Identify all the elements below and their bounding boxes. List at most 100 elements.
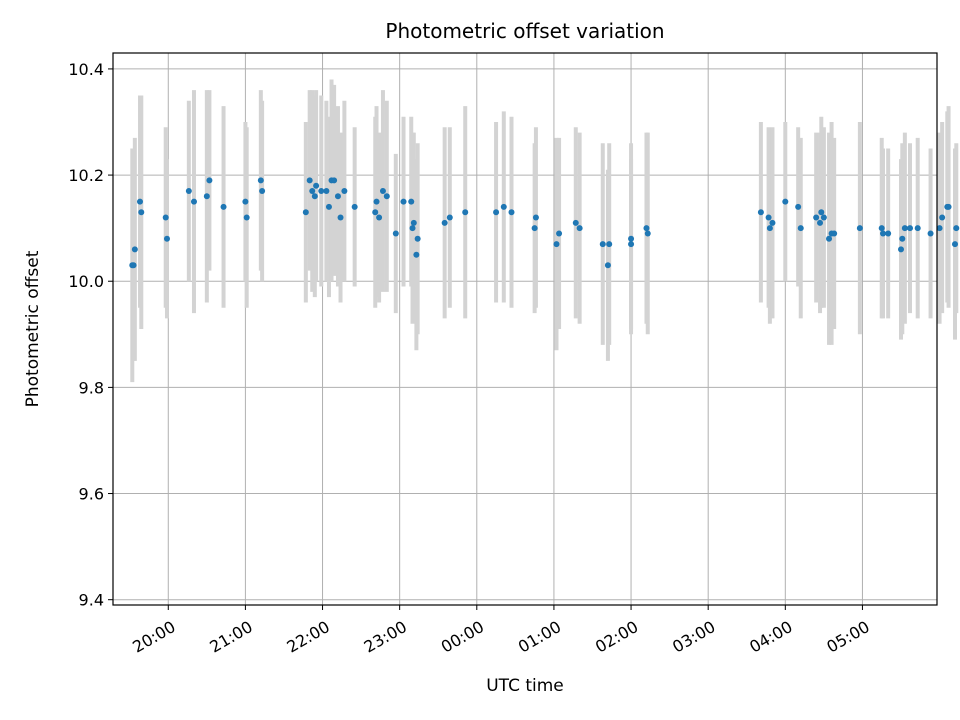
data-point — [306, 177, 313, 184]
data-point — [220, 203, 227, 210]
data-point — [766, 225, 773, 232]
data-point — [408, 198, 415, 205]
data-point — [572, 219, 579, 226]
data-point — [927, 230, 934, 237]
data-point — [831, 230, 838, 237]
data-point — [413, 251, 420, 258]
data-point — [203, 193, 210, 200]
data-point — [532, 214, 539, 221]
data-point — [383, 193, 390, 200]
data-point — [311, 193, 318, 200]
data-point — [331, 177, 338, 184]
data-point — [797, 225, 804, 232]
data-point — [953, 225, 960, 232]
data-point — [341, 188, 348, 194]
data-point — [334, 193, 341, 200]
data-point — [400, 198, 407, 205]
data-point — [945, 203, 952, 210]
data-point — [826, 235, 833, 242]
data-point — [914, 225, 921, 232]
data-point — [576, 225, 583, 232]
data-point — [898, 246, 905, 253]
data-point — [769, 219, 776, 226]
data-point — [493, 209, 500, 216]
data-point — [604, 262, 611, 269]
x-axis-title: UTC time — [486, 676, 564, 696]
data-point — [313, 182, 320, 189]
data-point — [813, 214, 820, 221]
data-point — [556, 230, 563, 237]
data-point — [757, 209, 764, 216]
data-point — [446, 214, 453, 221]
data-point — [644, 230, 651, 237]
data-point — [553, 241, 560, 248]
data-point — [318, 188, 325, 194]
data-point — [325, 203, 332, 210]
data-point — [885, 230, 892, 237]
data-point — [599, 241, 606, 248]
data-point — [765, 214, 772, 221]
data-point — [880, 230, 887, 237]
data-point — [939, 214, 946, 221]
data-point — [606, 241, 613, 248]
data-point — [373, 198, 380, 205]
data-point — [856, 225, 863, 232]
data-point — [162, 214, 169, 221]
data-point — [936, 225, 943, 232]
y-tick-label: 9.4 — [79, 591, 104, 610]
data-point — [309, 188, 316, 194]
chart-title: Photometric offset variation — [385, 19, 664, 43]
data-point — [818, 209, 825, 216]
data-point — [138, 209, 145, 216]
data-point — [901, 225, 908, 232]
data-point — [206, 177, 213, 184]
data-point — [820, 214, 827, 221]
data-point — [337, 214, 344, 221]
data-point — [817, 219, 824, 226]
data-point — [302, 209, 309, 216]
y-axis: 9.4 9.6 9.8 10.0 10.2 10.4 — [68, 60, 113, 610]
data-point — [782, 198, 789, 205]
data-point — [392, 230, 399, 237]
data-point — [795, 203, 802, 210]
data-point — [372, 209, 379, 216]
data-point — [878, 225, 885, 232]
data-point — [951, 241, 958, 248]
data-point — [907, 225, 914, 232]
data-point — [628, 241, 635, 248]
plot-frame — [112, 52, 938, 606]
y-tick-label: 10.0 — [68, 272, 104, 291]
data-point — [243, 214, 250, 221]
data-point — [410, 219, 417, 226]
data-point — [351, 203, 358, 210]
data-point — [628, 235, 635, 242]
data-point — [531, 225, 538, 232]
data-points — [129, 177, 960, 269]
data-point — [643, 225, 650, 232]
data-point — [441, 219, 448, 226]
data-point — [409, 225, 416, 232]
data-point — [414, 235, 421, 242]
data-point — [242, 198, 249, 205]
data-point — [136, 198, 143, 205]
data-point — [323, 188, 330, 194]
y-tick-label: 10.4 — [68, 60, 104, 79]
data-point — [500, 203, 507, 210]
data-point — [376, 214, 383, 221]
y-tick-label: 9.6 — [79, 485, 104, 504]
data-point — [163, 235, 170, 242]
data-point — [185, 188, 192, 194]
y-axis-title: Photometric offset — [23, 250, 43, 407]
y-tick-label: 9.8 — [79, 378, 104, 397]
data-point — [259, 188, 266, 194]
data-point — [131, 246, 138, 253]
data-point — [462, 209, 469, 216]
data-point — [899, 235, 906, 242]
data-point — [257, 177, 264, 184]
data-point — [508, 209, 515, 216]
data-point — [130, 262, 137, 269]
data-point — [190, 198, 197, 205]
data-point — [379, 188, 386, 194]
y-tick-label: 10.2 — [68, 166, 104, 185]
